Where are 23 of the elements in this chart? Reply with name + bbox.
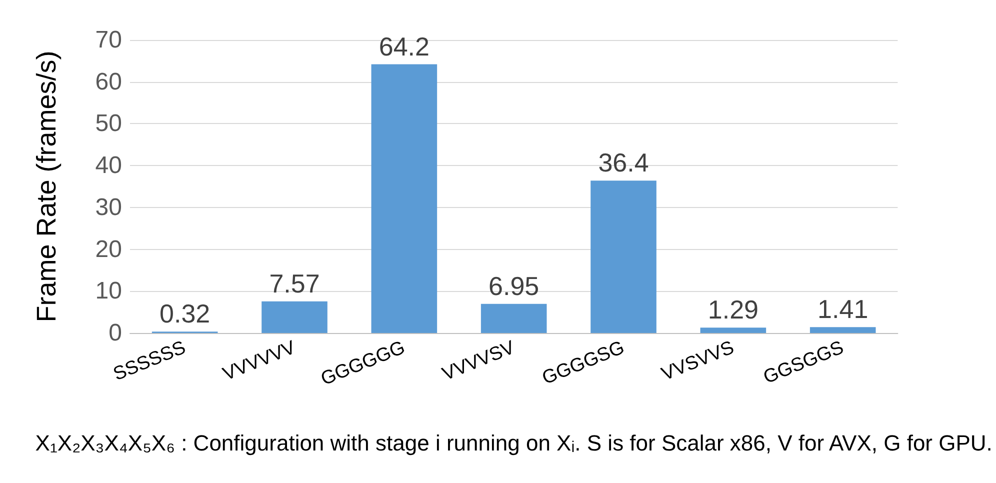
y-tick-label: 50 (95, 110, 122, 138)
bar (371, 64, 438, 333)
data-label: 1.41 (818, 294, 868, 324)
bar (810, 327, 876, 333)
y-tick-label: 40 (95, 152, 122, 180)
bar (480, 304, 547, 333)
y-tick-label: 0 (108, 320, 122, 346)
y-axis-title: Frame Rate (frames/s) (32, 50, 62, 322)
y-tick-label: 70 (95, 26, 122, 54)
y-tick-label: 60 (95, 68, 122, 96)
x-axis-title: X₁X₂X₃X₄X₅X₆ : Configuration with stage i running on Xᵢ. S is for Scalar x86, V for AVX, G for GPU. (35, 430, 992, 456)
data-label: 36.4 (598, 148, 649, 178)
y-tick-label: 10 (95, 278, 122, 305)
data-label: 64.2 (378, 31, 430, 62)
y-tick-label: 30 (95, 194, 122, 221)
bar (700, 328, 766, 333)
bar (262, 301, 328, 333)
y-tick-label: 20 (95, 236, 122, 263)
data-label: 6.95 (488, 270, 540, 301)
data-label: 0.32 (160, 298, 210, 329)
data-label: 7.57 (269, 268, 320, 298)
bar (590, 180, 656, 333)
data-label: 1.29 (708, 294, 758, 325)
